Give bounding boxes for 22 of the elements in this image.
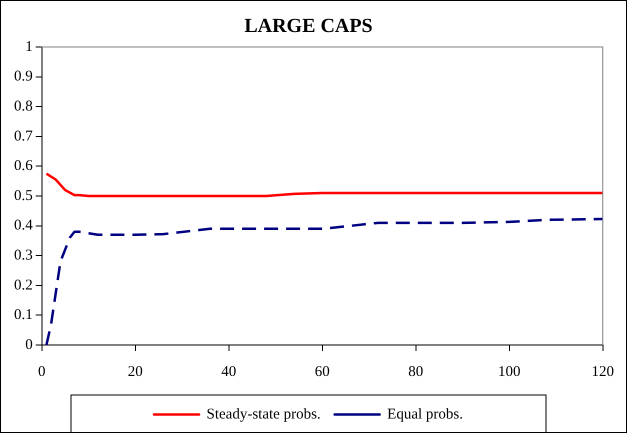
x-tick-label: 20 (128, 364, 143, 380)
x-tick-label: 120 (592, 364, 614, 380)
y-tick-label: 0.9 (14, 68, 33, 85)
y-tick-label: 0.7 (14, 128, 34, 144)
y-tick-label: 0.2 (14, 277, 33, 294)
y-tick-label: 0.4 (14, 218, 34, 234)
y-tick-label: 0.5 (14, 188, 33, 204)
x-tick-label: 100 (498, 364, 520, 380)
x-tick-label: 40 (221, 364, 236, 380)
y-tick-label: 0 (25, 336, 33, 353)
y-tick-label: 0.1 (14, 307, 33, 324)
legend-label: Equal probs. (387, 406, 463, 422)
y-tick-label: 0.8 (14, 98, 33, 115)
x-tick-label: 80 (408, 364, 424, 380)
legend-label: Steady-state probs. (206, 406, 321, 422)
y-tick-label: 1 (25, 38, 33, 55)
y-tick-label: 0.3 (14, 248, 33, 264)
x-tick-label: 60 (314, 364, 330, 380)
y-tick-label: 0.6 (14, 158, 34, 174)
chart-title: LARGE CAPS (244, 15, 373, 38)
line-series (45, 218, 603, 345)
x-tick-label: 0 (38, 364, 46, 380)
